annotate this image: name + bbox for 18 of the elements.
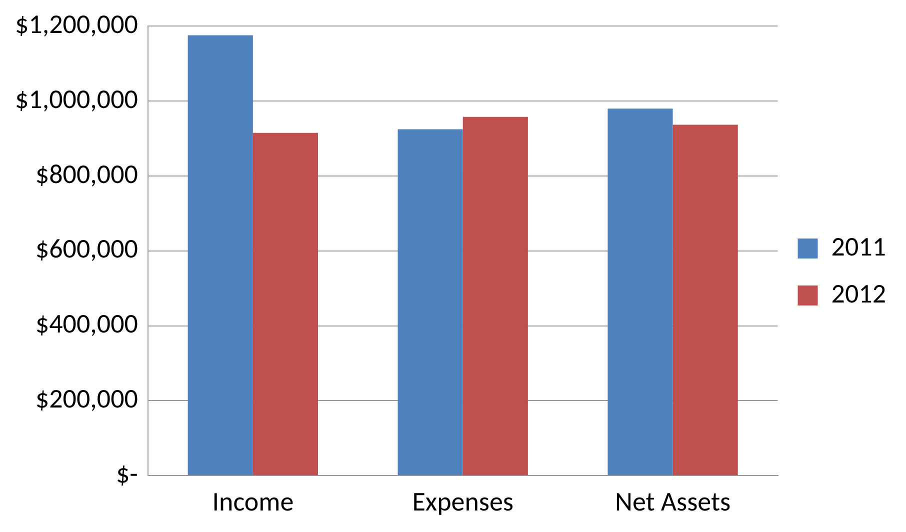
y-tick-label: $200,000 [35, 382, 138, 416]
x-tick-label: Expenses [412, 486, 514, 519]
x-tick-label: Income [212, 486, 294, 519]
x-tick-label: Net Assets [615, 486, 731, 519]
y-tick-label: $800,000 [35, 158, 138, 191]
legend-label: 2012 [831, 277, 886, 310]
bar [398, 129, 463, 476]
y-tick-label: $1,200,000 [14, 8, 138, 41]
bar [252, 132, 318, 476]
y-tick-label: $- [116, 457, 138, 490]
y-tick-label: $1,000,000 [14, 82, 138, 116]
legend-label: 2011 [831, 230, 886, 264]
bar [608, 108, 673, 476]
bar [672, 124, 738, 476]
bar [462, 116, 528, 476]
y-tick-label: $400,000 [35, 308, 138, 341]
bar [188, 35, 253, 476]
y-tick-label: $600,000 [35, 232, 138, 266]
